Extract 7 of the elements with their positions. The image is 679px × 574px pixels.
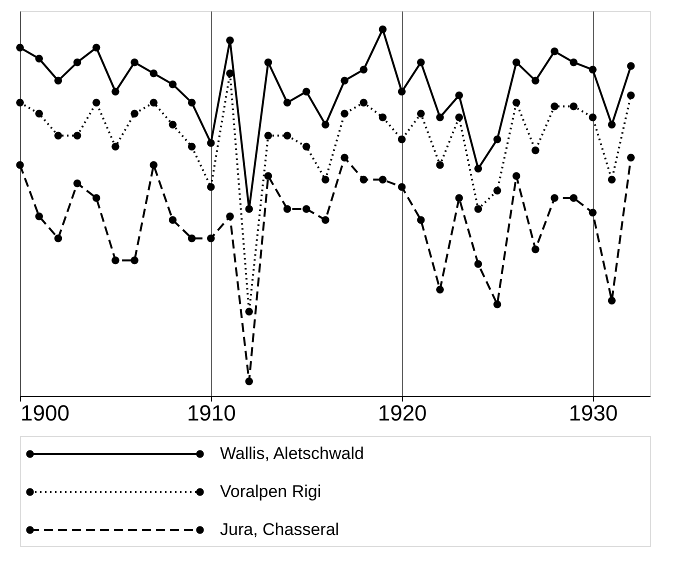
x-tick-label: 1920: [378, 400, 427, 426]
x-tick-label: 1910: [186, 400, 236, 426]
x-tick-label: 1900: [20, 400, 70, 426]
legend-label: Voralpen Rigi: [220, 482, 322, 501]
x-tick-label: 1930: [568, 400, 618, 426]
legend-label: Wallis, Aletschwald: [220, 444, 364, 463]
legend-label: Jura, Chasseral: [220, 520, 340, 539]
